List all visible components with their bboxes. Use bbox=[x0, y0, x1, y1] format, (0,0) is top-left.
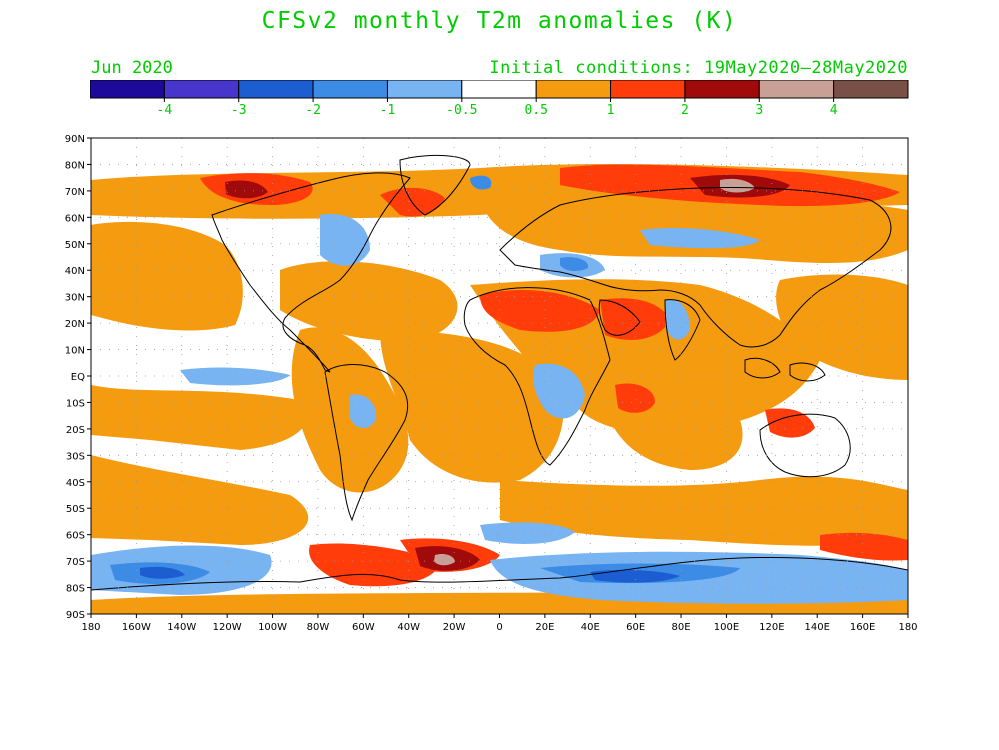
longitude-label: 140W bbox=[167, 622, 196, 633]
very-hot-canada bbox=[225, 180, 268, 199]
cool-area-equatorial-pacific bbox=[180, 367, 290, 386]
longitude-label: 120W bbox=[213, 622, 242, 633]
hot-area-sahara bbox=[480, 290, 600, 332]
longitude-label: 40E bbox=[581, 622, 600, 633]
latitude-label: 40S bbox=[66, 478, 85, 489]
longitude-label: 180 bbox=[81, 622, 100, 633]
longitude-label: 180 bbox=[898, 622, 917, 633]
chart-title: CFSv2 monthly T2m anomalies (K) bbox=[261, 8, 738, 34]
warm-area-southern-ocean-indian bbox=[500, 476, 908, 546]
longitude-label: 40W bbox=[397, 622, 420, 633]
latitude-label: 90S bbox=[66, 610, 85, 621]
latitude-label: 60N bbox=[65, 213, 85, 224]
coldest-area-antarctica bbox=[590, 569, 680, 583]
latitude-label: 80S bbox=[66, 584, 85, 595]
latitude-label: 60S bbox=[66, 531, 85, 542]
warm-area-north-pacific bbox=[91, 221, 243, 331]
lat-lon-grid bbox=[91, 138, 908, 614]
warm-area-east-pacific bbox=[91, 385, 308, 450]
colorbar: -4 -3 -2 -1 -0.5 0.5 1 2 3 4 bbox=[90, 80, 909, 118]
latitude-label: 50S bbox=[66, 504, 85, 515]
cool-area-north-america bbox=[320, 214, 370, 266]
warm-area-atlantic bbox=[380, 330, 564, 483]
extreme-siberia bbox=[720, 178, 755, 193]
longitude-label: 160E bbox=[850, 622, 875, 633]
longitude-label: 160W bbox=[122, 622, 151, 633]
latitude-label: 10S bbox=[66, 398, 85, 409]
latitude-label: 40N bbox=[65, 266, 85, 277]
longitude-label: 140E bbox=[805, 622, 830, 633]
coastline-eurasia bbox=[499, 187, 892, 348]
latitude-label: 20S bbox=[66, 425, 85, 436]
coastlines bbox=[91, 154, 908, 591]
latitude-label: 70N bbox=[65, 187, 85, 198]
longitude-label: 20E bbox=[535, 622, 554, 633]
valid-month-label: Jun 2020 bbox=[91, 58, 173, 78]
coastline-arabia bbox=[598, 299, 641, 336]
coastline-india bbox=[664, 299, 701, 361]
colorbar-tick-label: -3 bbox=[231, 103, 247, 118]
longitude-label: 60W bbox=[352, 622, 375, 633]
latitude-label: 30N bbox=[65, 293, 85, 304]
latitude-label: 20N bbox=[65, 319, 85, 330]
longitude-label: 80E bbox=[672, 622, 691, 633]
colorbar-tick-label: -0.5 bbox=[446, 103, 477, 118]
longitude-label: 20W bbox=[443, 622, 466, 633]
cool-area-amazon bbox=[350, 394, 377, 429]
extreme-anomaly-areas bbox=[434, 178, 755, 566]
coastline-australia bbox=[759, 413, 851, 478]
colorbar-tick-label: 1 bbox=[607, 103, 615, 118]
longitude-label: 60E bbox=[626, 622, 645, 633]
longitude-label: 0 bbox=[496, 622, 502, 633]
initial-conditions-label: Initial conditions: 19May2020—28May2020 bbox=[489, 58, 908, 78]
latitude-label: EQ bbox=[71, 372, 85, 383]
coastline-greenland bbox=[399, 154, 471, 216]
latitude-label: 70S bbox=[66, 557, 85, 568]
latitude-labels: 90N 80N 70N 60N 50N 40N 30N 20N 10N EQ 10S 20S 30S 40… bbox=[65, 134, 91, 621]
cool-area-india bbox=[665, 299, 690, 340]
extreme-weddell bbox=[434, 553, 455, 566]
hot-area-indian-ocean-spot bbox=[615, 383, 655, 413]
warm-area-north-atlantic bbox=[280, 261, 458, 341]
longitude-label: 120E bbox=[759, 622, 784, 633]
latitude-label: 80N bbox=[65, 160, 85, 171]
hot-area-australia bbox=[765, 408, 815, 438]
coastline-antarctica bbox=[91, 557, 908, 591]
latitude-label: 90N bbox=[65, 134, 85, 145]
warm-area-west-pacific bbox=[776, 274, 908, 380]
coastline-north-america bbox=[211, 172, 411, 373]
coldest-anomaly-areas bbox=[140, 566, 680, 583]
colorbar-tick-label: 3 bbox=[755, 103, 763, 118]
colorbar-tick-label: 2 bbox=[681, 103, 689, 118]
coldest-area-pacific-sector bbox=[140, 566, 185, 579]
longitude-label: 80W bbox=[307, 622, 330, 633]
colorbar-tick-label: 4 bbox=[830, 103, 838, 118]
anomaly-field bbox=[91, 164, 908, 614]
warm-area-south-pacific bbox=[91, 455, 309, 545]
coastline-maritime-continent bbox=[744, 357, 826, 382]
colorbar-tick-label: -1 bbox=[380, 103, 396, 118]
colorbar-tick-label: -4 bbox=[157, 103, 173, 118]
longitude-label: 100E bbox=[714, 622, 739, 633]
colder-area-barents bbox=[470, 175, 492, 190]
longitude-label: 100W bbox=[258, 622, 287, 633]
colder-area-mediterranean bbox=[560, 257, 589, 272]
cool-area-central-asia bbox=[640, 228, 760, 249]
longitude-labels: 180 160W 140W 120W 100W 80W 60W 40W 20W 0 20E 40E 60… bbox=[81, 614, 918, 633]
colorbar-tick-label: 0.5 bbox=[524, 103, 547, 118]
coastline-south-america bbox=[324, 364, 409, 522]
cool-area-central-africa bbox=[533, 363, 585, 419]
latitude-label: 50N bbox=[65, 240, 85, 251]
hot-area-ross bbox=[820, 532, 908, 561]
latitude-label: 30S bbox=[66, 451, 85, 462]
colorbar-tick-label: -2 bbox=[305, 103, 321, 118]
colorbar-swatch bbox=[833, 80, 909, 99]
latitude-label: 10N bbox=[65, 346, 85, 357]
cool-area-southern-atlantic bbox=[480, 522, 575, 544]
hot-area-middle-east bbox=[600, 298, 670, 340]
